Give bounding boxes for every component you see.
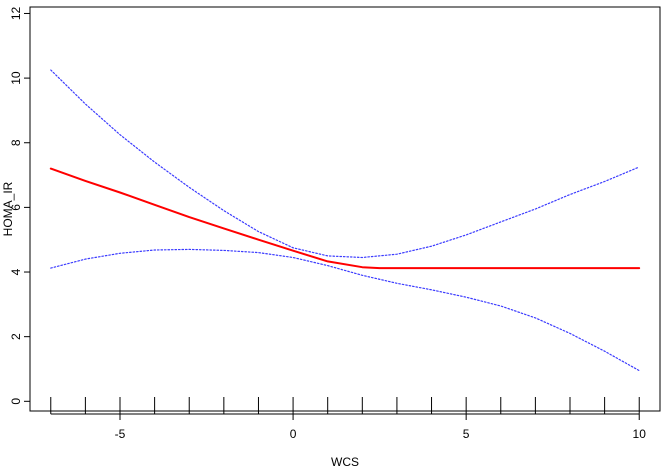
plot-frame <box>29 6 661 412</box>
x-axis: -5 0 5 10 <box>50 397 647 441</box>
x-tick-label-0: -5 <box>115 427 126 441</box>
series-fit <box>49 167 641 270</box>
x-tick-label-1: 0 <box>290 427 297 441</box>
y-tick-label-4: 8 <box>9 139 23 146</box>
y-tick-label-1: 2 <box>9 333 23 340</box>
y-tick-label-2: 4 <box>9 268 23 275</box>
y-axis: 0 2 4 6 8 10 12 <box>9 6 30 405</box>
series-lower-ci <box>50 248 640 372</box>
y-tick-label-3: 6 <box>9 204 23 211</box>
x-axis-title: WCS <box>331 455 359 469</box>
series-upper-ci <box>50 69 640 259</box>
series-layer <box>49 69 641 372</box>
y-axis-title: HOMA_IR <box>1 181 15 236</box>
y-tick-label-0: 0 <box>9 398 23 405</box>
y-tick-label-6: 12 <box>9 6 23 20</box>
x-tick-label-3: 10 <box>633 427 647 441</box>
x-tick-label-2: 5 <box>463 427 470 441</box>
y-tick-label-5: 10 <box>9 71 23 85</box>
